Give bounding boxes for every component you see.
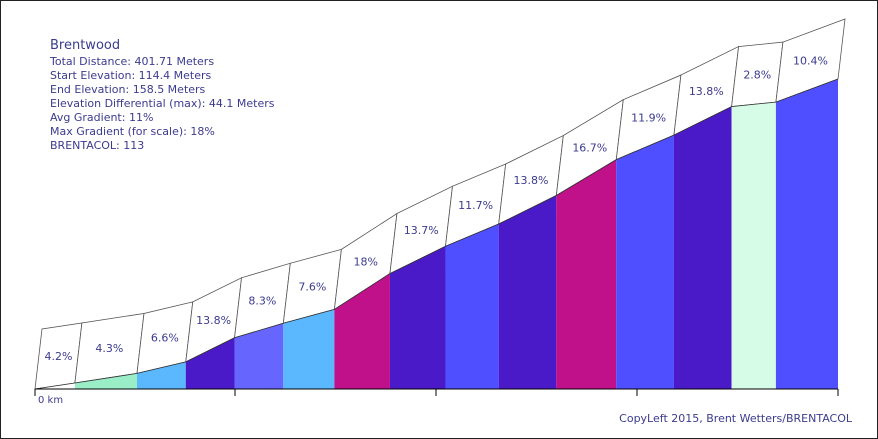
grade-label: 4.2% (45, 350, 73, 363)
gradient-segment (445, 224, 499, 389)
grade-label: 13.8% (196, 314, 231, 327)
gradient-segment (556, 159, 617, 389)
grade-label: 13.8% (689, 85, 724, 98)
profile-line (34, 78, 839, 390)
gradient-segment (673, 106, 732, 389)
grade-label: 8.3% (248, 295, 276, 308)
route-info-panel: Brentwood Total Distance: 401.71 Meters … (50, 38, 274, 153)
info-end-elevation: End Elevation: 158.5 Meters (50, 83, 206, 96)
grade-label: 6.6% (151, 332, 179, 345)
gradient-segment (185, 337, 235, 389)
gradient-segment (616, 135, 674, 389)
grade-label: 18% (353, 256, 377, 269)
info-avg-gradient: Avg Gradient: 11% (50, 111, 154, 124)
gradient-segment (389, 246, 446, 389)
gradient-segment (74, 373, 137, 389)
grade-label: 10.4% (793, 55, 828, 68)
grade-label: 11.9% (631, 111, 666, 124)
grade-label: 16.7% (572, 142, 607, 155)
info-start-elevation: Start Elevation: 114.4 Meters (50, 69, 212, 82)
grade-label: 11.7% (458, 199, 493, 212)
gradient-segment (731, 102, 776, 390)
grade-label: 4.3% (95, 342, 123, 355)
x-axis-label: 0 km (38, 395, 63, 406)
grade-label: 13.8% (514, 174, 549, 187)
gradient-segment (498, 195, 557, 389)
gradient-segment (775, 79, 838, 389)
info-total-distance: Total Distance: 401.71 Meters (50, 55, 215, 68)
gradient-segment (136, 361, 186, 389)
gradient-segment (283, 309, 335, 389)
grade-label: 13.7% (404, 224, 439, 237)
gradient-segment (234, 323, 284, 389)
info-max-gradient: Max Gradient (for scale): 18% (50, 125, 215, 138)
info-brentacol: BRENTACOL: 113 (50, 139, 145, 152)
copyright-text: CopyLeft 2015, Brent Wetters/BRENTACOL (619, 412, 852, 425)
gradient-segment (334, 273, 390, 389)
grade-label: 2.8% (743, 68, 771, 81)
grade-label: 7.6% (298, 280, 326, 293)
info-elevation-differential: Elevation Differential (max): 44.1 Meter… (50, 97, 275, 110)
route-title: Brentwood (50, 38, 121, 53)
